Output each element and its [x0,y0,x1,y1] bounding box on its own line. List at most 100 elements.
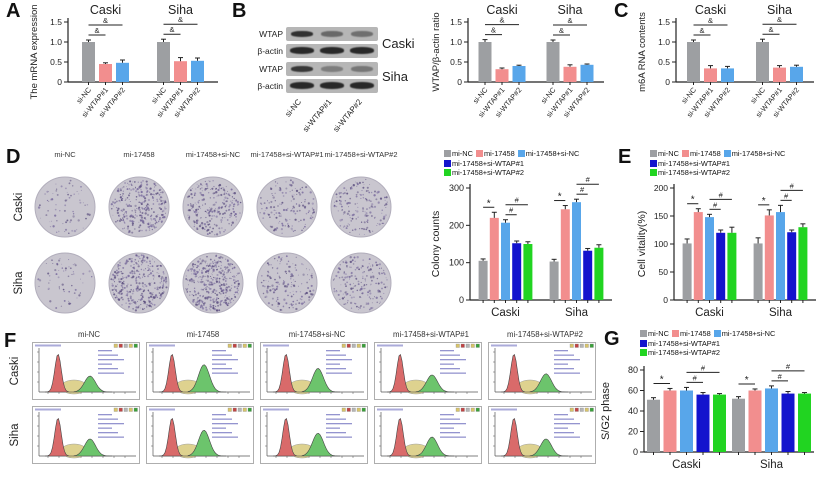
panel-label-g: G [604,328,620,350]
svg-text:*: * [762,196,766,207]
flow-header: mi-17458+si-NC [288,330,346,339]
legend-label: mi-17458+si-NC [731,149,786,158]
protein-band [290,66,313,72]
svg-text:Cell vitality(%): Cell vitality(%) [636,211,648,278]
legend-label: mi-17458+si-WTAP#2 [648,348,720,357]
svg-text:#: # [580,185,585,194]
flow-plot [32,406,140,464]
blot-strip-Siha-β-actin [286,78,378,93]
svg-text:20: 20 [628,427,638,437]
svg-text:Caski: Caski [486,3,517,17]
svg-text:100: 100 [449,258,464,268]
svg-text:Siha: Siha [760,459,784,471]
flow-row-label-caski: Caski [9,356,21,386]
colony-plate [182,176,244,238]
panel-label-a: A [6,0,21,22]
colony-row-label-caski: Caski [13,192,25,222]
protein-band [350,47,375,54]
svg-text:&: & [567,16,572,25]
legend-swatch-mi-17458+si-WTAP#2 [650,169,657,176]
svg-text:0: 0 [57,77,62,87]
svg-text:si-NC: si-NC [283,97,303,118]
svg-text:Caski: Caski [695,307,724,319]
svg-text:1.5: 1.5 [50,17,62,27]
svg-text:#: # [790,181,795,190]
blot-row-label: WTAP [259,64,283,74]
flow-header: mi-17458 [186,330,220,339]
legend-swatch-mi-17458 [681,150,689,157]
colony-plate [108,252,170,314]
legend-swatch-mi-NC [650,150,657,157]
legend-swatch-mi-17458+si-WTAP#1 [650,159,657,167]
legend-label: mi-17458+si-WTAP#1 [658,158,730,168]
colony-plate [330,252,392,314]
svg-text:300: 300 [449,183,464,193]
panel-label-c: C [614,0,629,22]
svg-text:*: * [558,192,562,203]
legend-swatch-mi-17458+si-WTAP#2 [640,349,647,356]
svg-text:&: & [103,16,108,25]
blot-row-label: WTAP [259,29,283,39]
flow-plot [488,406,596,464]
colony-plate [182,252,244,314]
svg-text:200: 200 [654,183,668,193]
svg-text:Caski: Caski [695,3,726,17]
panel-label-f: F [4,330,17,352]
svg-text:#: # [713,200,718,209]
svg-text:Siha: Siha [769,307,793,319]
legend-label: mi-17458 [483,149,515,158]
svg-text:#: # [515,196,520,205]
legend-label: mi-17458 [679,329,711,338]
colony-plate [34,252,96,314]
svg-text:#: # [509,206,514,215]
svg-text:#: # [719,190,724,199]
legend-label: mi-17458+si-NC [721,329,776,338]
svg-text:si-WTAP#2: si-WTAP#2 [331,97,364,134]
svg-text:Siha: Siha [565,307,589,319]
flow-plot [374,342,482,400]
legend-swatch-mi-17458+si-NC [723,150,731,157]
blot-strip-Caski-WTAP [286,27,378,41]
protein-band [351,31,374,37]
svg-text:m6A RNA contents: m6A RNA contents [637,12,648,92]
svg-text:200: 200 [449,220,464,230]
svg-text:WTAP/β-actin ratio: WTAP/β-actin ratio [431,12,442,91]
flow-plot [374,406,482,464]
protein-band [321,66,343,72]
svg-text:&: & [499,16,504,25]
legend-label: mi-17458+si-NC [525,149,580,158]
svg-text:80: 80 [628,365,638,375]
legend-label: mi-17458 [689,149,721,158]
svg-text:Siha: Siha [767,3,792,17]
svg-text:0: 0 [633,447,638,457]
svg-text:*: * [487,198,491,209]
svg-text:40: 40 [628,406,638,416]
svg-text:1.0: 1.0 [450,37,462,47]
svg-text:0.5: 0.5 [450,57,462,67]
legend-colony-counts: mi-NC mi-17458 mi-17458+si-NC mi-17458+si-W… [444,149,582,178]
legend-sg2-phase: mi-NC mi-17458 mi-17458+si-NC mi-17458+si-W… [640,329,778,358]
svg-text:0: 0 [665,77,670,87]
blot-row-label: β-actin [257,80,283,91]
legend-swatch-mi-NC [444,150,451,157]
protein-band [321,31,343,37]
svg-text:0.5: 0.5 [658,57,670,67]
legend-swatch-mi-17458+si-WTAP#2 [444,169,451,176]
svg-text:&: & [768,25,773,34]
svg-text:1.5: 1.5 [658,17,670,27]
svg-text:#: # [693,373,698,382]
protein-band [350,82,375,89]
legend-label: mi-17458+si-WTAP#1 [648,338,720,348]
svg-text:&: & [777,15,782,24]
svg-text:0.5: 0.5 [50,57,62,67]
flow-plot [32,342,140,400]
svg-text:1.5: 1.5 [450,17,462,27]
blot-strip-Siha-WTAP [286,62,378,76]
protein-band [320,82,344,89]
svg-text:The mRNA expression: The mRNA expression [29,4,40,99]
colony-row-label-siha: Siha [13,271,25,295]
